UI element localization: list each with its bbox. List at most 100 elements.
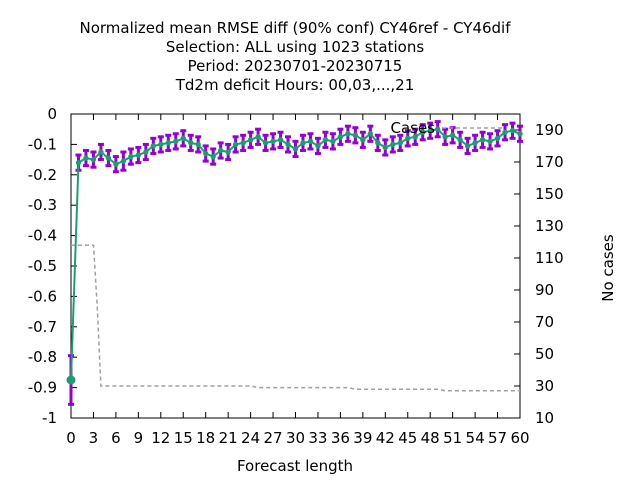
x-tick-label: 48 [421, 429, 440, 447]
y2-tick-label: 130 [535, 217, 564, 235]
data-point [472, 140, 478, 146]
x-tick-label: 21 [219, 429, 238, 447]
data-point [449, 132, 456, 138]
data-point [105, 155, 112, 161]
data-point [457, 137, 463, 143]
data-point [120, 158, 127, 164]
data-point [405, 135, 411, 142]
data-point [188, 140, 194, 146]
x-tick-label: 51 [443, 429, 462, 447]
y-tick-label: -1 [42, 409, 57, 427]
title-line: Period: 20230701-20230715 [188, 57, 403, 75]
y-tick-label: -0.1 [28, 135, 57, 153]
data-point [75, 159, 82, 166]
data-point [83, 155, 89, 161]
x-tick-label: 27 [264, 429, 283, 447]
data-point [165, 140, 171, 146]
y2-axis-label: No cases [599, 234, 617, 302]
y2-axis: 190 170 150 130 110 90 70 50 30 10 [514, 121, 564, 427]
x-tick-label: 9 [134, 429, 144, 447]
data-point [307, 138, 314, 145]
data-point [420, 129, 426, 135]
y-tick-label: -0.6 [28, 287, 57, 305]
data-point [427, 128, 433, 134]
data-point [225, 149, 231, 155]
data-point [247, 137, 254, 143]
data-point [322, 137, 329, 143]
data-point [180, 135, 186, 142]
data-point [517, 131, 523, 137]
x-tick-label: 45 [398, 429, 417, 447]
data-point [367, 131, 374, 137]
data-point [330, 138, 336, 145]
data-point [203, 150, 209, 157]
y2-tick-label: 110 [535, 249, 564, 267]
y2-tick-label: 30 [535, 377, 554, 395]
x-tick-label: 60 [510, 429, 529, 447]
data-point [255, 134, 261, 140]
x-tick-label: 3 [89, 429, 99, 447]
x-tick-label: 12 [151, 429, 170, 447]
data-point [285, 141, 291, 148]
x-tick-label: 0 [66, 429, 76, 447]
y2-tick-label: 190 [535, 121, 564, 139]
data-point [375, 140, 381, 146]
data-point [262, 140, 269, 146]
data-point [158, 141, 164, 148]
data-point [98, 149, 104, 155]
y2-tick-label: 50 [535, 345, 554, 363]
series-cases [71, 244, 520, 392]
x-tick-label: 24 [241, 429, 260, 447]
x-tick-label: 15 [174, 429, 193, 447]
data-point [217, 147, 224, 154]
data-point [487, 138, 493, 145]
y-tick-label: -0.9 [28, 379, 57, 397]
x-tick-label: 33 [308, 429, 327, 447]
data-point [135, 152, 142, 158]
data-point [345, 131, 351, 137]
y2-tick-label: 170 [535, 153, 564, 171]
data-point [442, 134, 448, 140]
y-tick-label: -0.4 [28, 227, 57, 245]
x-tick-label: 6 [111, 429, 121, 447]
data-point [90, 156, 97, 163]
y2-tick-label: 90 [535, 281, 554, 299]
data-point [502, 129, 508, 135]
y2-tick-label: 70 [535, 313, 554, 331]
title-line: Selection: ALL using 1023 stations [166, 38, 425, 56]
data-point [390, 141, 396, 148]
data-point [337, 134, 344, 140]
series-rmse-diff [66, 120, 523, 406]
data-point [210, 153, 216, 160]
data-point [150, 143, 157, 149]
data-point [382, 144, 388, 151]
data-point [315, 143, 321, 149]
data-point [173, 138, 179, 145]
data-point [240, 140, 246, 146]
x-tick-label: 36 [331, 429, 350, 447]
x-tick-label: 54 [466, 429, 485, 447]
title-line: Normalized mean RMSE diff (90% conf) CY4… [79, 19, 511, 37]
x-axis-label: Forecast length [237, 457, 353, 475]
data-point [270, 138, 276, 145]
y-tick-label: -0.3 [28, 196, 57, 214]
data-point [464, 143, 471, 149]
data-point [195, 141, 201, 148]
data-point [232, 141, 239, 148]
data-point [509, 128, 516, 134]
x-tick-label: 18 [196, 429, 215, 447]
data-point [292, 146, 299, 152]
x-tick-label: 42 [376, 429, 395, 447]
y-tick-label: -0.7 [28, 318, 57, 336]
x-axis: 0 3 6 9 12 15 18 21 24 27 30 33 36 39 42 45 48 51 54 57 60 [66, 114, 530, 447]
data-point [479, 137, 486, 143]
chart-title: Normalized mean RMSE diff (90% conf) CY4… [79, 19, 511, 94]
data-point [128, 153, 134, 160]
data-point [397, 140, 403, 146]
legend: Cases [390, 119, 505, 137]
x-tick-label: 39 [353, 429, 372, 447]
y-axis: 0 -0.1 -0.2 -0.3 -0.4 -0.5 -0.6 -0.7 -0.8 -0.9 -1 [28, 105, 77, 427]
data-point [277, 137, 284, 143]
